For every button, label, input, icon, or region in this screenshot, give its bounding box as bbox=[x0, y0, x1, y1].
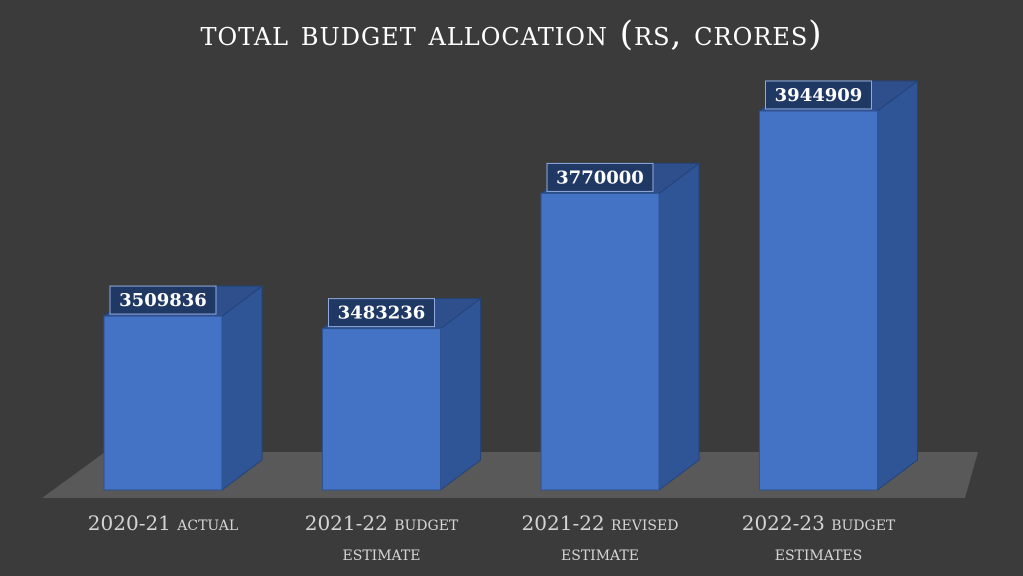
bar-side-face bbox=[440, 297, 481, 491]
chart-floor bbox=[42, 452, 978, 498]
x-tick-label: 2021-22 REVISED ESTIMATE bbox=[485, 508, 715, 568]
x-tick-label-line: 2022-23 BUDGET bbox=[741, 511, 896, 535]
data-label: 3944909 bbox=[775, 85, 863, 106]
x-tick-label-line: ESTIMATES bbox=[774, 541, 863, 565]
data-label-box bbox=[109, 285, 217, 315]
data-label-box bbox=[765, 80, 872, 110]
bar bbox=[540, 192, 660, 491]
data-label-box bbox=[328, 298, 435, 328]
bar-side-face bbox=[221, 285, 263, 491]
x-tick-label-line: 2021-22 REVISED bbox=[521, 511, 679, 535]
data-label: 3770000 bbox=[556, 167, 644, 188]
bar-side-face bbox=[658, 162, 700, 491]
data-label: 3509836 bbox=[119, 290, 207, 311]
bar bbox=[103, 315, 223, 491]
chart-title: TOTAL BUDGET ALLOCATION (RS, CRORES) bbox=[200, 14, 823, 54]
x-tick-label-line: ESTIMATE bbox=[342, 541, 421, 565]
x-tick-label: 2020-21 ACTUAL bbox=[48, 508, 278, 538]
data-label-box bbox=[546, 162, 654, 192]
x-tick-label-line: 2020-21 ACTUAL bbox=[87, 511, 239, 535]
x-tick-label: 2022-23 BUDGET ESTIMATES bbox=[704, 508, 934, 568]
bar-side-face bbox=[877, 79, 918, 491]
bar bbox=[322, 328, 441, 491]
x-tick-label: 2021-22 BUDGET ESTIMATE bbox=[267, 508, 497, 568]
data-label: 3483236 bbox=[338, 303, 426, 324]
x-tick-label-line: ESTIMATE bbox=[561, 541, 639, 565]
x-tick-label-line: 2021-22 BUDGET bbox=[304, 511, 459, 535]
bar bbox=[759, 110, 878, 491]
